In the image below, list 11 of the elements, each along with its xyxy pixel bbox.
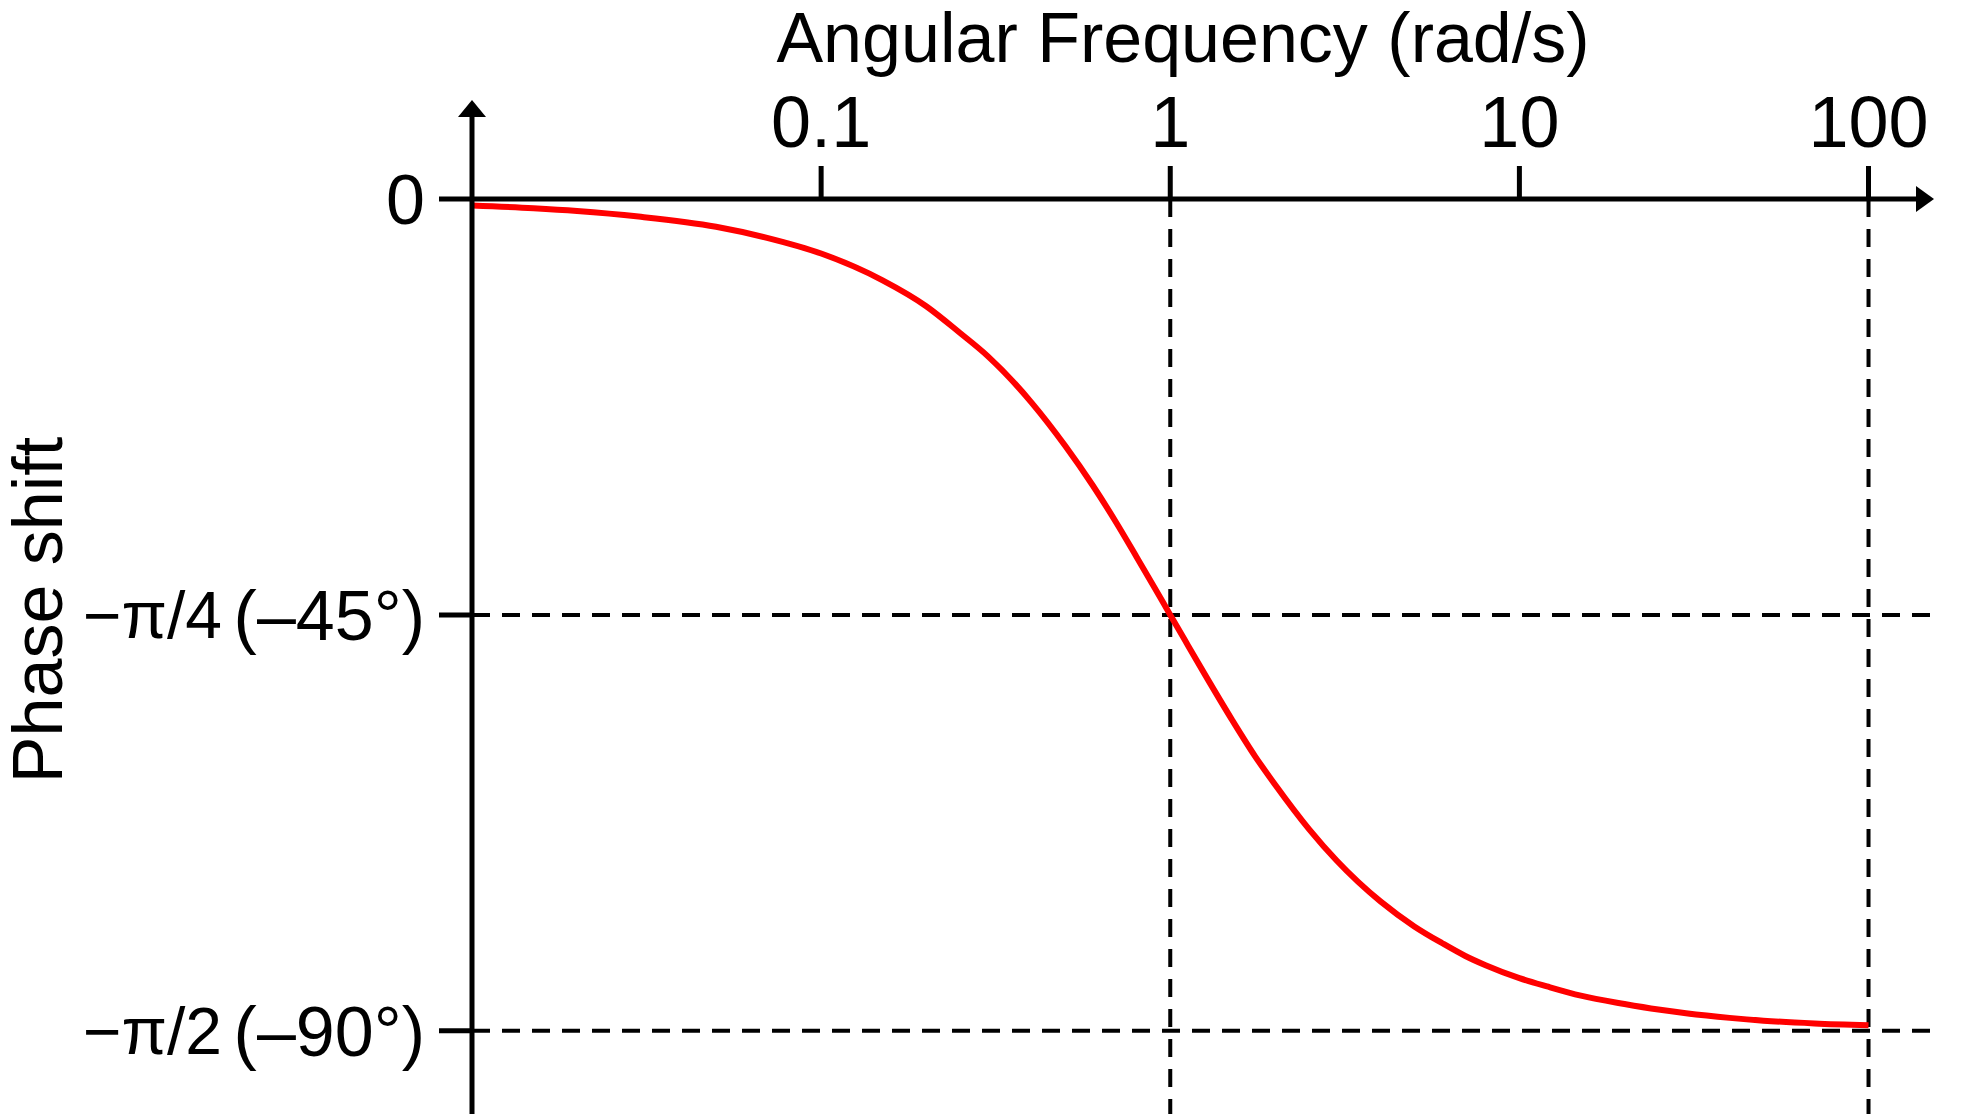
y-tick-label: (–45°) bbox=[233, 576, 425, 655]
x-tick-label: 0.1 bbox=[771, 82, 872, 162]
y-axis-title: Phase shift bbox=[0, 436, 77, 784]
x-tick-label: 100 bbox=[1808, 82, 1929, 162]
y-tick-label: 0 bbox=[386, 160, 425, 239]
text: −π/2 bbox=[82, 993, 222, 1068]
x-tick-label: 1 bbox=[1150, 82, 1191, 162]
x-tick-label: 10 bbox=[1479, 82, 1560, 162]
y-tick-label: (–90°) bbox=[233, 992, 425, 1071]
text: −π/4 bbox=[82, 577, 222, 652]
x-axis-title: Angular Frequency (rad/s) bbox=[776, 0, 1590, 77]
